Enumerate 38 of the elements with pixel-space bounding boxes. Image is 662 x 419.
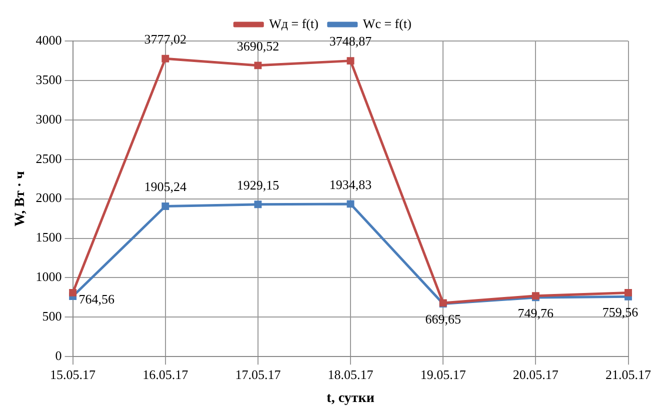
point — [69, 288, 77, 296]
point — [624, 288, 632, 296]
point — [346, 57, 354, 65]
legend-label: Wд = f(t) — [269, 16, 318, 31]
data-label: 3748,87 — [329, 34, 372, 49]
data-label: 3777,02 — [144, 32, 186, 47]
y-tick-label: 3000 — [36, 111, 62, 126]
y-tick-label: 3500 — [36, 72, 62, 87]
point — [346, 200, 354, 208]
x-tick-label: 15.05.17 — [50, 366, 96, 382]
y-tick-label: 1000 — [36, 269, 62, 284]
y-tick-label: 500 — [42, 308, 62, 324]
x-axis-title: t, сутки — [326, 391, 374, 406]
data-label: 764,56 — [78, 292, 116, 307]
x-tick-label: 20.05.17 — [512, 366, 559, 382]
y-tick-label: 4000 — [36, 32, 62, 48]
x-tick-label: 18.05.17 — [328, 366, 374, 382]
point — [162, 54, 170, 62]
x-tick-label: 21.05.17 — [606, 366, 652, 382]
data-label: 3690,52 — [236, 38, 280, 54]
legend-label: Wс = f(t) — [362, 16, 412, 31]
data-label: 1905,24 — [144, 179, 187, 194]
data-label: 669,65 — [425, 312, 461, 327]
y-tick-label: 2000 — [36, 190, 62, 206]
y-tick-label: 0 — [55, 348, 62, 364]
point — [162, 202, 170, 210]
data-label: 749,76 — [518, 305, 554, 320]
y-axis-title: W, Вт · ч — [13, 170, 28, 227]
data-label: 1929,15 — [236, 177, 280, 192]
x-tick-label: 16.05.17 — [142, 366, 189, 382]
y-tick-label: 1500 — [36, 230, 62, 245]
data-label: 759,56 — [602, 304, 639, 320]
x-tick-label: 19.05.17 — [420, 366, 466, 382]
data-label: 1934,83 — [329, 176, 372, 192]
y-tick-label: 2500 — [36, 150, 62, 166]
point — [254, 62, 262, 70]
x-tick-label: 17.05.17 — [235, 366, 282, 382]
point — [254, 200, 262, 208]
